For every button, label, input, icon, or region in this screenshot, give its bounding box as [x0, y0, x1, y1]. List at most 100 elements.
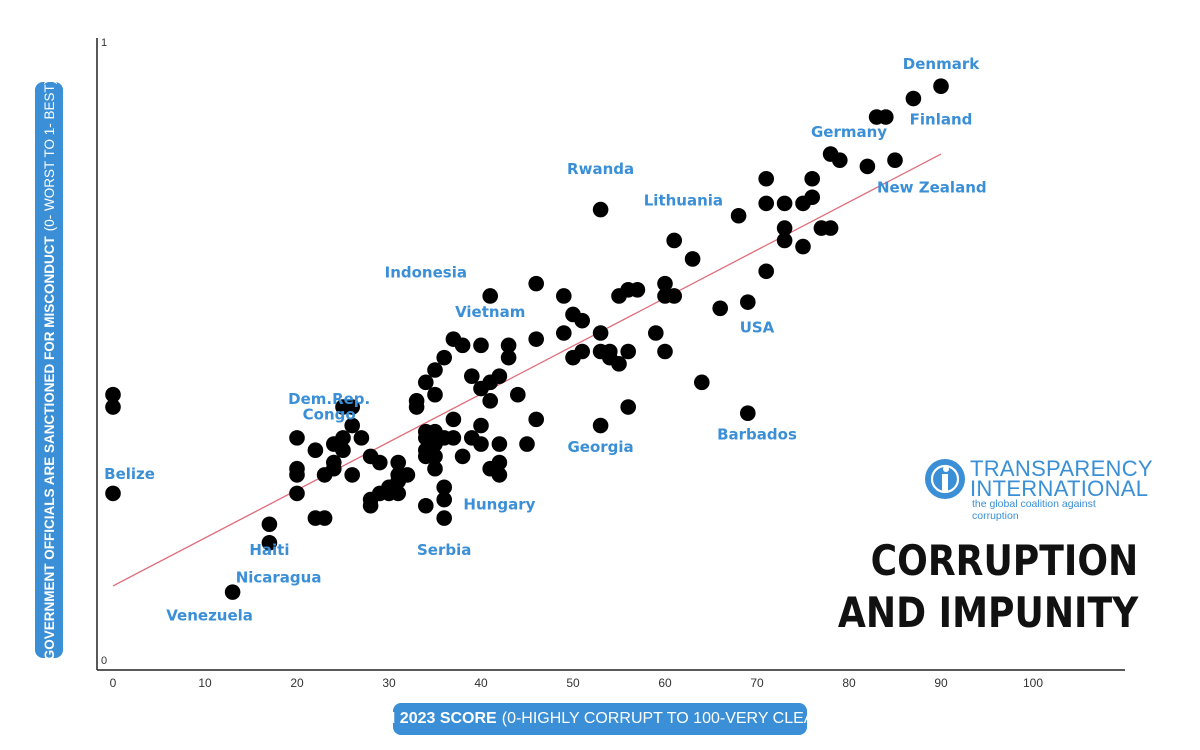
country-label: Indonesia — [385, 263, 467, 281]
data-point — [445, 411, 462, 428]
country-label: Finland — [910, 110, 973, 128]
y-axis-title-rest: (0- WORST TO 1- BEST) — [41, 79, 57, 232]
data-point — [353, 430, 370, 446]
data-point — [436, 479, 453, 496]
data-point — [491, 436, 508, 452]
data-point — [648, 325, 664, 341]
x-axis-title-bold: CPI 2023 SCORE — [368, 710, 497, 727]
data-point — [776, 232, 793, 249]
data-point — [445, 430, 462, 446]
data-point — [620, 343, 636, 360]
data-point — [105, 386, 121, 403]
data-point — [454, 337, 471, 354]
data-point — [758, 195, 774, 212]
logo-name-line2: INTERNATIONAL — [970, 476, 1149, 501]
data-point — [629, 282, 646, 298]
data-point — [454, 448, 471, 465]
data-point — [482, 288, 499, 304]
country-label: Haiti — [249, 541, 289, 559]
country-label: Dem.Rep. — [288, 390, 370, 408]
country-label: Nicaragua — [236, 568, 322, 586]
country-label: Georgia — [567, 438, 633, 456]
data-point — [289, 467, 305, 483]
country-label: Serbia — [417, 541, 471, 559]
x-tick-label: 40 — [474, 676, 488, 690]
data-point — [436, 510, 453, 526]
data-point — [712, 300, 728, 317]
x-tick-label: 70 — [750, 676, 764, 690]
data-point — [344, 417, 361, 434]
data-point — [758, 170, 774, 187]
logo-icon — [925, 459, 965, 499]
data-point — [666, 288, 682, 304]
data-point — [491, 454, 508, 471]
data-point — [316, 510, 333, 526]
data-point — [326, 460, 342, 477]
points-layer — [105, 78, 949, 600]
logo-tagline: the global coalition against corruption — [972, 498, 1096, 522]
data-point — [657, 343, 673, 360]
headline-line1: CORRUPTION — [870, 536, 1138, 585]
data-point — [666, 232, 682, 249]
data-point — [528, 275, 544, 292]
data-point — [592, 201, 609, 218]
data-point — [887, 152, 903, 169]
country-label: Denmark — [903, 55, 980, 73]
data-point — [758, 263, 774, 280]
data-point — [473, 337, 489, 354]
data-point — [740, 405, 756, 422]
data-point — [427, 386, 443, 403]
data-point — [804, 170, 820, 187]
trend-line — [112, 153, 942, 587]
country-label: Rwanda — [567, 160, 634, 178]
country-label: Belize — [104, 465, 155, 483]
data-point — [574, 312, 590, 329]
country-label: Lithuania — [644, 191, 723, 209]
labels-layer: Denmark Finland Germany New Zealand Rwanda Li… — [104, 55, 986, 625]
data-point — [105, 485, 121, 502]
data-point — [500, 349, 517, 366]
data-point — [427, 448, 443, 465]
data-point — [344, 399, 361, 415]
x-tick-label: 80 — [842, 676, 856, 690]
data-point — [418, 374, 434, 391]
country-label: Venezuela — [166, 607, 253, 625]
x-tick-label: 90 — [934, 676, 948, 690]
data-point — [390, 454, 407, 471]
country-label: Congo — [303, 405, 356, 423]
country-label: Vietnam — [455, 303, 525, 321]
data-point — [372, 454, 388, 471]
data-point — [528, 331, 544, 347]
data-point — [611, 356, 627, 372]
x-tick-label: 20 — [290, 676, 304, 690]
data-point — [464, 368, 480, 384]
data-point — [261, 534, 278, 551]
logo-name-line1: TRANSPARENCY — [970, 456, 1153, 481]
x-tick-label: 60 — [658, 676, 672, 690]
data-point — [832, 152, 848, 169]
headline: CORRUPTION AND IMPUNITY — [838, 535, 1138, 639]
data-point — [859, 158, 876, 175]
y-tick-label: 1 — [101, 37, 107, 49]
headline-line2: AND IMPUNITY — [837, 588, 1138, 637]
data-point — [224, 584, 241, 600]
data-point — [307, 442, 324, 459]
x-axis-title-rest: (0-HIGHLY CORRUPT TO 100-VERY CLEAN) — [501, 710, 832, 727]
data-point — [436, 491, 453, 508]
country-label: New Zealand — [877, 178, 987, 196]
data-point — [289, 430, 305, 446]
data-point — [105, 399, 121, 415]
x-tick-label: 0 — [110, 676, 117, 690]
data-point — [473, 436, 489, 452]
data-point — [390, 485, 407, 502]
data-point — [418, 497, 434, 514]
data-point — [822, 220, 839, 236]
data-point — [491, 467, 508, 483]
data-point — [289, 485, 305, 502]
data-point — [510, 386, 526, 403]
x-tick-label: 100 — [1023, 676, 1043, 690]
data-point — [556, 288, 572, 304]
data-point — [519, 436, 535, 452]
data-point — [528, 411, 544, 428]
